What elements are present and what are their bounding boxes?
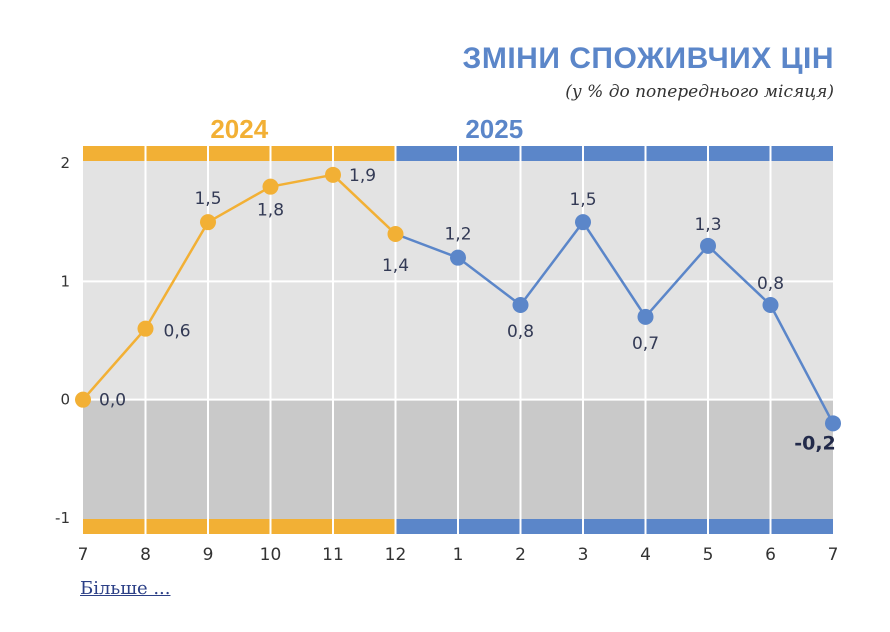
- series-segment: [581, 221, 647, 318]
- x-tick-label: 7: [78, 545, 89, 565]
- data-label: 1,4: [382, 256, 409, 276]
- data-point: [325, 166, 341, 183]
- data-point: [825, 415, 841, 432]
- data-point: [450, 249, 466, 266]
- data-label: 0,8: [507, 322, 534, 342]
- x-tick-label: 4: [640, 545, 651, 565]
- data-label: 1,2: [444, 225, 471, 245]
- data-label: 1,9: [349, 166, 376, 186]
- data-point: [512, 297, 529, 313]
- year-band-top-2024: [83, 146, 396, 161]
- series-segment: [519, 221, 584, 306]
- year-band-bottom-2025: [395, 519, 833, 534]
- series-segment: [207, 185, 272, 224]
- data-label: -0,2: [794, 432, 836, 454]
- x-tick-label: 7: [828, 545, 839, 565]
- year-label-2024: 2024: [210, 114, 268, 144]
- x-tick-label: 11: [322, 545, 344, 565]
- data-point: [762, 297, 779, 313]
- data-point: [200, 214, 216, 231]
- x-tick-label: 2: [515, 545, 526, 565]
- x-tick-label: 10: [260, 545, 282, 565]
- series-segment: [270, 173, 334, 188]
- x-tick-label: 8: [140, 545, 151, 565]
- x-tick-label: 1: [453, 545, 464, 565]
- data-label: 0,0: [99, 391, 126, 411]
- series-segment: [395, 232, 459, 259]
- y-tick-label: 1: [60, 272, 70, 290]
- data-label: 1,3: [694, 215, 721, 235]
- year-band-bottom-2024: [83, 519, 396, 534]
- chart-title: ЗМІНИ СПОЖИВЧИХ ЦІН: [462, 42, 834, 75]
- chart-subtitle: (у % до попереднього місяця): [565, 82, 834, 102]
- data-point: [700, 237, 716, 254]
- y-tick-label: -1: [55, 509, 70, 527]
- data-label: 0,8: [757, 274, 784, 294]
- data-label: 1,5: [569, 190, 596, 210]
- x-tick-label: 5: [703, 545, 714, 565]
- x-tick-label: 9: [203, 545, 214, 565]
- data-label: 0,6: [164, 322, 191, 342]
- data-point: [575, 214, 591, 231]
- data-point: [387, 226, 404, 242]
- data-label: 1,5: [194, 189, 221, 209]
- y-tick-label: 2: [60, 154, 70, 172]
- data-point: [262, 178, 279, 195]
- data-label: 0,7: [632, 334, 659, 354]
- data-point: [137, 320, 154, 337]
- data-point: [637, 308, 654, 325]
- x-tick-label: 12: [385, 545, 407, 565]
- series-segment: [457, 256, 522, 306]
- more-link[interactable]: Більше ...: [80, 578, 171, 599]
- x-tick-label: 3: [578, 545, 589, 565]
- series-segment: [769, 304, 835, 424]
- year-label-2025: 2025: [465, 114, 523, 144]
- series-segment: [332, 173, 397, 235]
- series-segment: [707, 244, 772, 306]
- series-segment: [82, 327, 147, 401]
- series-segment: [644, 245, 709, 318]
- x-tick-label: 6: [765, 545, 776, 565]
- y-tick-label: 0: [60, 391, 70, 409]
- data-point: [75, 391, 91, 408]
- series-segment: [144, 221, 210, 330]
- year-band-top-2025: [395, 146, 833, 161]
- data-label: 1,8: [257, 201, 284, 221]
